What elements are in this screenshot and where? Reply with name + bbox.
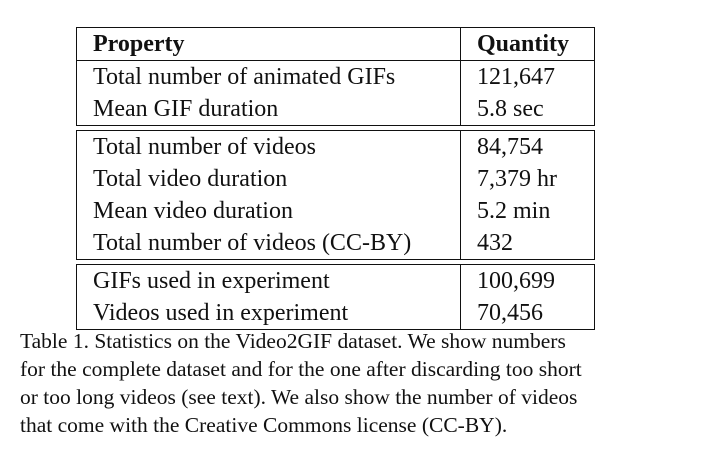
property-cell: Total number of videos (CC-BY) — [93, 230, 412, 256]
quantity-cell: 70,456 — [477, 300, 543, 326]
table-group-gifs: Total number of animated GIFs Mean GIF d… — [76, 61, 595, 126]
property-column: Total number of animated GIFs Mean GIF d… — [77, 61, 461, 125]
statistics-table: Property Quantity Total number of animat… — [76, 27, 595, 330]
caption-line: for the complete dataset and for the one… — [20, 357, 582, 381]
property-header: Property — [93, 31, 185, 57]
quantity-column: 100,699 70,456 — [461, 265, 594, 329]
quantity-column: 121,647 5.8 sec — [461, 61, 594, 125]
quantity-cell: 5.8 sec — [477, 96, 544, 122]
caption-line: that come with the Creative Commons lice… — [20, 413, 508, 437]
property-cell: Mean video duration — [93, 198, 293, 224]
quantity-header-cell: Quantity — [461, 28, 594, 60]
caption-line: Table 1. Statistics on the Video2GIF dat… — [20, 329, 566, 353]
table-group-experiment: GIFs used in experiment Videos used in e… — [76, 264, 595, 330]
quantity-header: Quantity — [477, 31, 570, 57]
property-cell: Total number of animated GIFs — [93, 64, 396, 90]
property-column: GIFs used in experiment Videos used in e… — [77, 265, 461, 329]
property-cell: Total number of videos — [93, 134, 316, 160]
property-cell: Total video duration — [93, 166, 288, 192]
property-cell: GIFs used in experiment — [93, 268, 330, 294]
quantity-cell: 100,699 — [477, 268, 555, 294]
quantity-cell: 84,754 — [477, 134, 543, 160]
quantity-cell: 432 — [477, 230, 513, 256]
table-caption: Table 1. Statistics on the Video2GIF dat… — [20, 327, 690, 439]
table-group-videos: Total number of videos Total video durat… — [76, 130, 595, 260]
table-header-row: Property Quantity — [76, 27, 595, 61]
quantity-cell: 5.2 min — [477, 198, 551, 224]
property-cell: Videos used in experiment — [93, 300, 349, 326]
property-cell: Mean GIF duration — [93, 96, 279, 122]
caption-line: or too long videos (see text). We also s… — [20, 385, 578, 409]
property-column: Total number of videos Total video durat… — [77, 131, 461, 259]
quantity-cell: 7,379 hr — [477, 166, 557, 192]
quantity-cell: 121,647 — [477, 64, 555, 90]
property-header-cell: Property — [77, 28, 461, 60]
quantity-column: 84,754 7,379 hr 5.2 min 432 — [461, 131, 594, 259]
